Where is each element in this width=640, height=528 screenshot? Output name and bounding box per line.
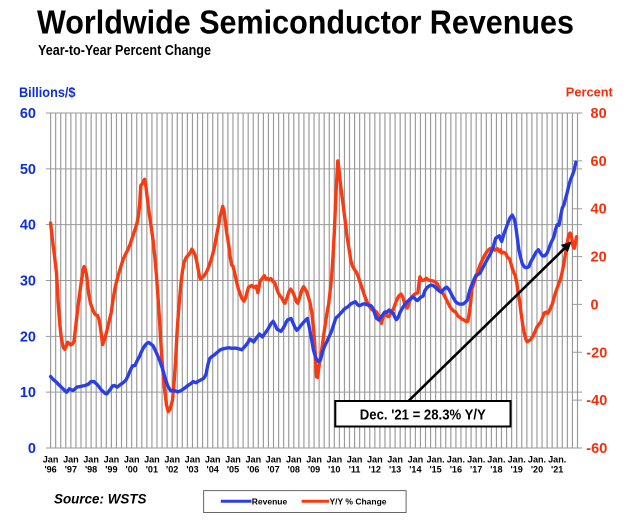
svg-text:'06: '06: [247, 465, 259, 475]
svg-text:Jan.: Jan.: [467, 455, 485, 465]
svg-text:'09: '09: [308, 465, 320, 475]
svg-text:'19: '19: [511, 465, 523, 475]
svg-text:Jan: Jan: [387, 455, 403, 465]
svg-text:'96: '96: [44, 465, 56, 475]
svg-text:'01: '01: [146, 465, 158, 475]
svg-text:60: 60: [591, 154, 607, 170]
svg-text:'15: '15: [429, 465, 441, 475]
svg-text:'11: '11: [349, 465, 361, 475]
svg-text:Jan: Jan: [245, 455, 261, 465]
svg-text:Jan: Jan: [164, 455, 180, 465]
svg-text:Jan: Jan: [205, 455, 221, 465]
svg-text:Dec. '21 = 28.3% Y/Y: Dec. '21 = 28.3% Y/Y: [360, 408, 486, 424]
svg-text:-20: -20: [586, 345, 607, 361]
svg-text:0: 0: [28, 441, 36, 457]
svg-text:Jan: Jan: [306, 455, 322, 465]
svg-text:Jan: Jan: [124, 455, 140, 465]
svg-text:Revenue: Revenue: [252, 496, 288, 506]
svg-text:30: 30: [20, 274, 36, 290]
svg-text:Jan: Jan: [347, 455, 363, 465]
svg-text:Jan.: Jan.: [528, 455, 546, 465]
svg-text:60: 60: [20, 106, 36, 122]
svg-text:Jan.: Jan.: [487, 455, 505, 465]
svg-text:50: 50: [20, 162, 36, 178]
svg-text:'97: '97: [65, 465, 77, 475]
svg-text:'00: '00: [126, 465, 138, 475]
svg-text:-60: -60: [586, 441, 607, 457]
svg-text:'98: '98: [85, 465, 97, 475]
svg-text:'10: '10: [328, 465, 340, 475]
svg-text:Jan.: Jan.: [447, 455, 465, 465]
svg-text:'20: '20: [531, 465, 543, 475]
svg-text:'12: '12: [369, 465, 381, 475]
svg-text:'03: '03: [186, 465, 198, 475]
svg-text:Jan: Jan: [144, 455, 160, 465]
svg-text:Jan: Jan: [83, 455, 99, 465]
svg-text:'05: '05: [227, 465, 239, 475]
svg-text:Worldwide Semiconductor Revenu: Worldwide Semiconductor Revenues: [37, 4, 574, 41]
svg-text:'04: '04: [207, 465, 220, 475]
svg-text:Jan: Jan: [43, 455, 59, 465]
svg-text:0: 0: [591, 297, 599, 313]
svg-text:Y/Y % Change: Y/Y % Change: [330, 496, 387, 506]
svg-text:'13: '13: [389, 465, 401, 475]
svg-text:Jan: Jan: [326, 455, 342, 465]
svg-text:Jan: Jan: [367, 455, 383, 465]
svg-text:Jan.: Jan.: [426, 455, 444, 465]
svg-text:40: 40: [591, 202, 607, 218]
svg-text:Year-to-Year Percent Change: Year-to-Year Percent Change: [38, 43, 211, 59]
svg-text:20: 20: [20, 329, 36, 345]
svg-text:Jan: Jan: [266, 455, 282, 465]
svg-text:Jan: Jan: [63, 455, 79, 465]
svg-text:Jan: Jan: [408, 455, 424, 465]
svg-text:Jan: Jan: [104, 455, 120, 465]
svg-text:10: 10: [20, 385, 36, 401]
svg-text:Jan: Jan: [185, 455, 201, 465]
svg-text:'21: '21: [551, 465, 563, 475]
svg-text:'14: '14: [409, 465, 422, 475]
svg-text:20: 20: [591, 250, 607, 266]
svg-text:'07: '07: [267, 465, 279, 475]
svg-text:Jan.: Jan.: [508, 455, 526, 465]
svg-text:40: 40: [20, 218, 36, 234]
svg-text:Source: WSTS: Source: WSTS: [54, 492, 147, 507]
svg-text:'17: '17: [470, 465, 482, 475]
svg-text:Billions/$: Billions/$: [19, 85, 76, 100]
svg-text:80: 80: [591, 106, 607, 122]
svg-text:'16: '16: [450, 465, 462, 475]
svg-text:-40: -40: [586, 393, 607, 409]
svg-text:'02: '02: [166, 465, 178, 475]
svg-text:Jan: Jan: [286, 455, 302, 465]
svg-text:'18: '18: [490, 465, 502, 475]
svg-text:'99: '99: [105, 465, 117, 475]
svg-text:'08: '08: [288, 465, 300, 475]
svg-text:Jan: Jan: [225, 455, 241, 465]
svg-text:Percent: Percent: [566, 85, 614, 100]
svg-text:Jan.: Jan.: [548, 455, 566, 465]
